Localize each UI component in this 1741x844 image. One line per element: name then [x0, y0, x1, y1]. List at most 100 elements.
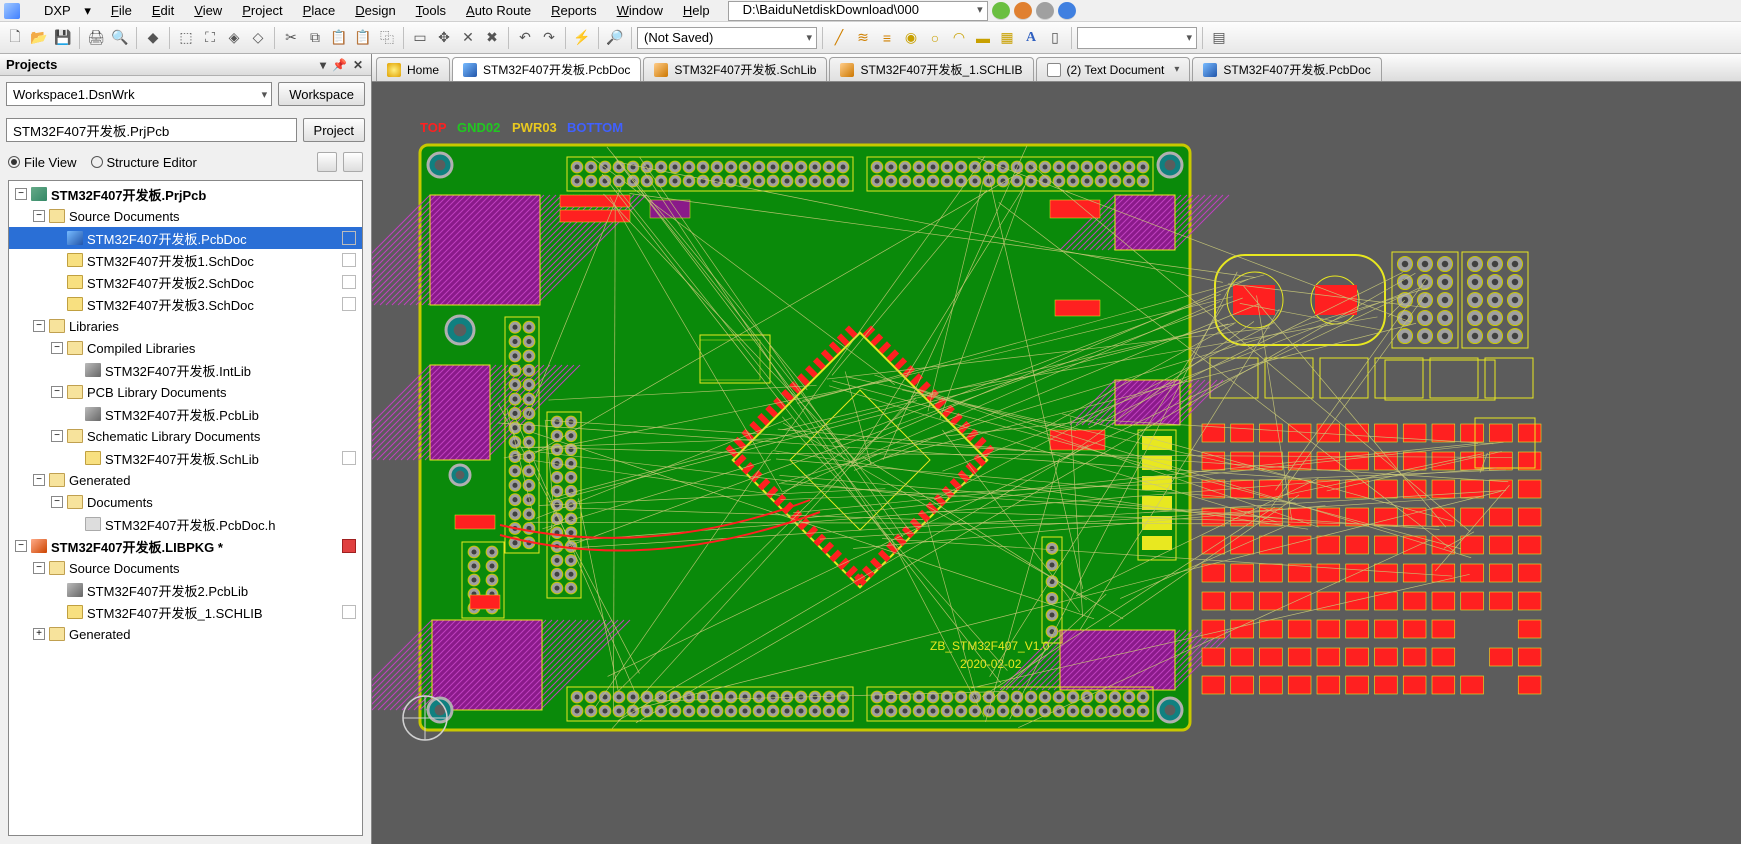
quick-btn-2[interactable] — [1036, 2, 1054, 20]
panel-tool2-icon[interactable] — [343, 152, 363, 172]
menu-dxp[interactable]: DXP ▾ — [24, 1, 101, 21]
tree-twisty-icon[interactable]: − — [15, 540, 27, 552]
place-via-icon[interactable]: ○ — [924, 27, 946, 49]
move-icon[interactable]: ✥ — [433, 27, 455, 49]
quick-btn-1[interactable] — [1014, 2, 1032, 20]
browse-icon[interactable]: 🔎 — [604, 27, 626, 49]
doc-tab[interactable]: STM32F407开发板_1.SCHLIB — [829, 57, 1033, 81]
tree-node[interactable]: −Generated — [9, 469, 362, 491]
deselect-icon[interactable]: ✕ — [457, 27, 479, 49]
tree-node[interactable]: −Compiled Libraries — [9, 337, 362, 359]
path-combo[interactable]: D:\BaiduNetdiskDownload\000 — [728, 1, 988, 21]
tree-twisty-icon[interactable]: − — [33, 320, 45, 332]
grid-combo[interactable] — [1077, 27, 1197, 49]
select-rect-icon[interactable]: ▭ — [409, 27, 431, 49]
route-multi-icon[interactable]: ≡ — [876, 27, 898, 49]
tree-twisty-icon[interactable]: − — [51, 342, 63, 354]
tree-node[interactable]: STM32F407开发板.IntLib — [9, 359, 362, 381]
panel-pin-icon[interactable]: 📌 — [330, 58, 349, 72]
paste-special-icon[interactable]: 📋 — [352, 27, 374, 49]
preview-icon[interactable]: 🔍 — [109, 27, 131, 49]
doc-tab[interactable]: STM32F407开发板.PcbDoc — [452, 57, 641, 81]
zoom-sel-icon[interactable]: ◈ — [223, 27, 245, 49]
menu-place[interactable]: Place — [293, 1, 346, 20]
copy-icon[interactable]: ⧉ — [304, 27, 326, 49]
snapshot-combo[interactable]: (Not Saved) — [637, 27, 817, 49]
tree-node[interactable]: STM32F407开发板.SchLib — [9, 447, 362, 469]
menu-design[interactable]: Design — [345, 1, 405, 20]
tree-node[interactable]: STM32F407开发板1.SchDoc — [9, 249, 362, 271]
place-pad-icon[interactable]: ◉ — [900, 27, 922, 49]
place-poly-icon[interactable]: ▦ — [996, 27, 1018, 49]
pcb-canvas[interactable]: TOPGND02PWR03BOTTOMZB_STM32F407_V1.02020… — [372, 82, 1741, 844]
tree-twisty-icon[interactable]: − — [15, 188, 27, 200]
menu-file[interactable]: File — [101, 1, 142, 20]
file-view-radio[interactable]: File View — [8, 155, 77, 170]
tree-node[interactable]: STM32F407开发板3.SchDoc — [9, 293, 362, 315]
clear-icon[interactable]: ✖ — [481, 27, 503, 49]
tree-twisty-icon[interactable]: − — [33, 210, 45, 222]
zoom-filter-icon[interactable]: ◇ — [247, 27, 269, 49]
align-icon[interactable]: ▤ — [1208, 27, 1230, 49]
tree-node[interactable]: STM32F407开发板2.PcbLib — [9, 579, 362, 601]
route-diff-icon[interactable]: ≋ — [852, 27, 874, 49]
tree-node[interactable]: −Source Documents — [9, 557, 362, 579]
project-button[interactable]: Project — [303, 118, 365, 142]
doc-tab[interactable]: Home — [376, 57, 450, 81]
pcb-canvas-wrap[interactable]: TOPGND02PWR03BOTTOMZB_STM32F407_V1.02020… — [372, 82, 1741, 844]
place-comp-icon[interactable]: ▯ — [1044, 27, 1066, 49]
menu-auto-route[interactable]: Auto Route — [456, 1, 541, 20]
tree-twisty-icon[interactable]: − — [51, 496, 63, 508]
tree-node[interactable]: −STM32F407开发板.LIBPKG * — [9, 535, 362, 557]
duplicate-icon[interactable]: ⿻ — [376, 27, 398, 49]
menu-tools[interactable]: Tools — [406, 1, 456, 20]
tree-node[interactable]: STM32F407开发板.PcbDoc — [9, 227, 362, 249]
menu-edit[interactable]: Edit — [142, 1, 184, 20]
tree-node[interactable]: STM32F407开发板2.SchDoc — [9, 271, 362, 293]
tree-node[interactable]: +Generated — [9, 623, 362, 645]
place-arc-icon[interactable]: ◠ — [948, 27, 970, 49]
tree-twisty-icon[interactable]: − — [33, 474, 45, 486]
place-text-icon[interactable]: A — [1020, 27, 1042, 49]
tree-node[interactable]: −PCB Library Documents — [9, 381, 362, 403]
tree-node[interactable]: −Libraries — [9, 315, 362, 337]
menu-window[interactable]: Window — [607, 1, 673, 20]
tree-node[interactable]: STM32F407开发板.PcbLib — [9, 403, 362, 425]
project-tree[interactable]: −STM32F407开发板.PrjPcb−Source DocumentsSTM… — [8, 180, 363, 836]
open-icon[interactable]: 📂 — [28, 27, 50, 49]
cut-icon[interactable]: ✂ — [280, 27, 302, 49]
route-track-icon[interactable]: ╱ — [828, 27, 850, 49]
quick-btn-0[interactable] — [992, 2, 1010, 20]
tree-twisty-icon[interactable]: − — [51, 386, 63, 398]
print-icon[interactable]: 🖨 — [85, 27, 107, 49]
paste-icon[interactable]: 📋 — [328, 27, 350, 49]
tree-node[interactable]: −Source Documents — [9, 205, 362, 227]
menu-help[interactable]: Help — [673, 1, 720, 20]
workspace-button[interactable]: Workspace — [278, 82, 365, 106]
panel-menu-icon[interactable]: ▾ — [318, 58, 328, 72]
project-input[interactable] — [6, 118, 297, 142]
save-icon[interactable]: 💾 — [52, 27, 74, 49]
workspace-combo[interactable]: Workspace1.DsnWrk — [6, 82, 272, 106]
tree-node[interactable]: −Schematic Library Documents — [9, 425, 362, 447]
doc-tab[interactable]: (2) Text Document▾ — [1036, 57, 1191, 81]
undo-icon[interactable]: ↶ — [514, 27, 536, 49]
place-fill-icon[interactable]: ▬ — [972, 27, 994, 49]
tree-node[interactable]: −Documents — [9, 491, 362, 513]
tree-node[interactable]: STM32F407开发板_1.SCHLIB — [9, 601, 362, 623]
menu-view[interactable]: View — [184, 1, 232, 20]
new-icon[interactable]: 🗋 — [4, 27, 26, 49]
panel-tool1-icon[interactable] — [317, 152, 337, 172]
tree-twisty-icon[interactable]: − — [33, 562, 45, 574]
zoom-fit-icon[interactable]: ⛶ — [199, 27, 221, 49]
doc-tab[interactable]: STM32F407开发板.SchLib — [643, 57, 827, 81]
panel-close-icon[interactable]: ✕ — [351, 58, 365, 72]
tree-twisty-icon[interactable]: + — [33, 628, 45, 640]
tree-node[interactable]: STM32F407开发板.PcbDoc.h — [9, 513, 362, 535]
layers-icon[interactable]: ◆ — [142, 27, 164, 49]
quick-btn-3[interactable] — [1058, 2, 1076, 20]
doc-tab[interactable]: STM32F407开发板.PcbDoc — [1192, 57, 1381, 81]
menu-reports[interactable]: Reports — [541, 1, 607, 20]
structure-editor-radio[interactable]: Structure Editor — [91, 155, 197, 170]
tab-dropdown-icon[interactable]: ▾ — [1174, 64, 1179, 75]
